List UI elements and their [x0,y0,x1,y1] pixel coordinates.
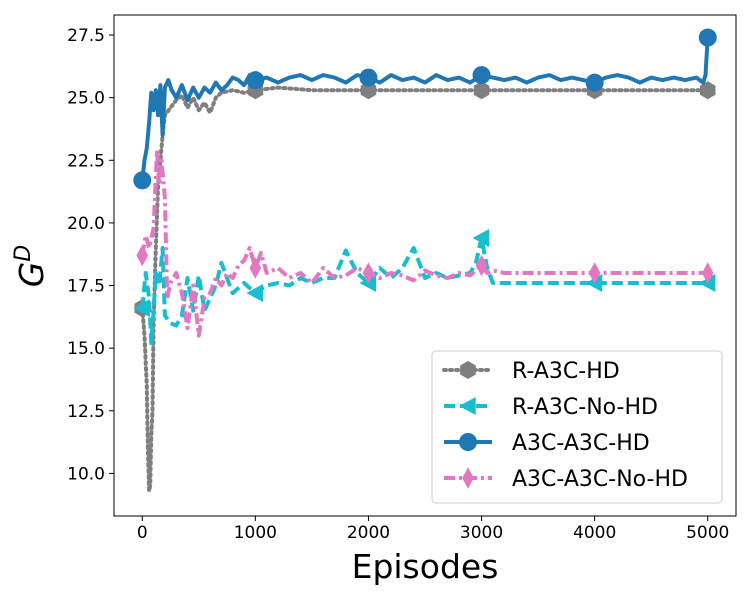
legend-item: R-A3C-HD [442,359,620,384]
x-tick-label: 3000 [460,523,503,543]
x-tick-label: 1000 [234,523,277,543]
series-marker [359,274,377,293]
y-tick-label: 22.5 [67,151,105,171]
legend-marker [460,361,476,379]
y-tick-label: 12.5 [67,402,105,422]
legend-label: A3C-A3C-No-HD [512,467,688,492]
series-marker [698,28,717,47]
legend-frame [431,350,723,504]
series-marker [699,81,716,100]
x-axis: 0 1000 2000 3000 4000 5000 [137,516,729,543]
legend: R-A3C-HD R-A3C-No-HD A3C-A3C-HD A3C-A3C-No-… [431,350,723,504]
y-tick-label: 17.5 [67,277,105,297]
series-marker [701,262,714,284]
series-A3C-A3C-HD [133,28,717,190]
legend-label: R-A3C-No-HD [512,395,658,420]
legend-label: A3C-A3C-HD [512,431,650,456]
x-tick-label: 4000 [573,523,616,543]
plot-frame [113,14,737,517]
x-tick-label: 0 [137,523,148,543]
series-marker [588,262,601,284]
legend-label: R-A3C-HD [512,359,620,384]
series-R-A3C-No-HD [133,228,716,346]
series-layer [133,28,717,493]
series-marker [359,68,378,87]
series-A3C-A3C-No-HD [136,148,714,338]
y-tick-label: 20.0 [67,214,105,234]
series-marker [698,274,716,293]
legend-item: A3C-A3C-HD [444,431,650,456]
y-axis-label: GD [11,245,51,288]
y-axis: 10.0 12.5 15.0 17.5 20.0 22.5 25.0 27.5 [67,26,114,484]
series-marker [585,274,603,293]
legend-marker [462,467,474,489]
series-marker [133,171,152,190]
y-tick-label: 10.0 [67,464,105,484]
y-tick-label: 25.0 [67,89,105,109]
x-tick-label: 2000 [347,523,390,543]
series-marker [133,299,150,318]
legend-marker [459,397,476,415]
legend-item: A3C-A3C-No-HD [444,467,688,492]
series-marker [585,73,604,92]
series-marker [362,262,375,284]
series-marker [472,66,491,85]
y-tick-label: 27.5 [67,26,105,46]
series-marker [136,244,149,267]
series-marker [473,81,490,100]
series-marker [249,257,262,279]
y-tick-label: 15.0 [67,339,105,359]
series-marker [475,254,488,277]
x-axis-label: Episodes [352,547,499,586]
series-marker [246,284,264,303]
series-line [140,148,708,338]
legend-item: R-A3C-No-HD [444,395,658,420]
x-tick-label: 5000 [686,523,729,543]
series-line [140,85,710,493]
series-marker [246,71,265,90]
legend-marker [459,433,477,451]
series-marker [472,228,490,247]
